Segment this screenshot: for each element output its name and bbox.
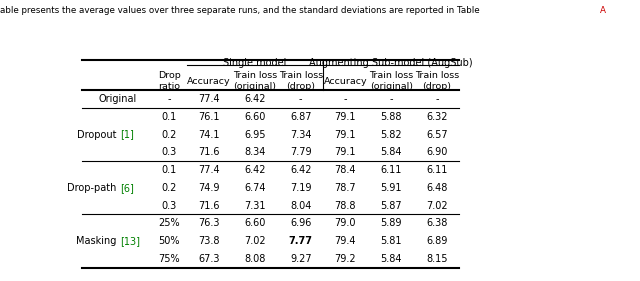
Text: 74.9: 74.9 <box>198 183 220 193</box>
Text: 76.1: 76.1 <box>198 112 220 122</box>
Text: 6.42: 6.42 <box>244 165 266 175</box>
Text: 5.91: 5.91 <box>381 183 402 193</box>
Text: 6.89: 6.89 <box>426 236 448 246</box>
Text: 8.34: 8.34 <box>244 147 266 157</box>
Text: -: - <box>435 94 439 104</box>
Text: 0.1: 0.1 <box>162 112 177 122</box>
Text: 79.1: 79.1 <box>335 147 356 157</box>
Text: 6.42: 6.42 <box>290 165 312 175</box>
Text: 0.2: 0.2 <box>161 183 177 193</box>
Text: 6.57: 6.57 <box>426 130 448 140</box>
Text: 7.34: 7.34 <box>290 130 312 140</box>
Text: 5.81: 5.81 <box>381 236 402 246</box>
Text: 77.4: 77.4 <box>198 165 220 175</box>
Text: 7.19: 7.19 <box>290 183 312 193</box>
Text: 0.2: 0.2 <box>161 130 177 140</box>
Text: Dropout: Dropout <box>77 130 120 140</box>
Text: Masking: Masking <box>76 236 120 246</box>
Text: 6.48: 6.48 <box>426 183 448 193</box>
Text: Train loss
(original): Train loss (original) <box>233 71 277 91</box>
Text: 5.87: 5.87 <box>380 201 402 210</box>
Text: 0.3: 0.3 <box>162 201 177 210</box>
Text: Train loss
(drop): Train loss (drop) <box>278 71 323 91</box>
Text: Drop-path: Drop-path <box>67 183 120 193</box>
Text: 67.3: 67.3 <box>198 254 220 264</box>
Text: Train loss
(original): Train loss (original) <box>369 71 413 91</box>
Text: 6.11: 6.11 <box>381 165 402 175</box>
Text: 71.6: 71.6 <box>198 201 220 210</box>
Text: Original: Original <box>98 94 136 104</box>
Text: 6.60: 6.60 <box>244 218 266 228</box>
Text: -: - <box>344 94 347 104</box>
Text: 5.88: 5.88 <box>381 112 402 122</box>
Text: 79.1: 79.1 <box>335 112 356 122</box>
Text: 8.08: 8.08 <box>244 254 266 264</box>
Text: 6.95: 6.95 <box>244 130 266 140</box>
Text: 79.1: 79.1 <box>335 130 356 140</box>
Text: able presents the average values over three separate runs, and the standard devi: able presents the average values over th… <box>0 6 483 15</box>
Text: 7.79: 7.79 <box>290 147 312 157</box>
Text: 6.11: 6.11 <box>426 165 448 175</box>
Text: 79.0: 79.0 <box>335 218 356 228</box>
Text: 73.8: 73.8 <box>198 236 220 246</box>
Text: 76.3: 76.3 <box>198 218 220 228</box>
Text: 6.42: 6.42 <box>244 94 266 104</box>
Text: 6.32: 6.32 <box>426 112 448 122</box>
Text: -: - <box>390 94 393 104</box>
Text: 78.4: 78.4 <box>335 165 356 175</box>
Text: 6.96: 6.96 <box>290 218 312 228</box>
Text: 7.02: 7.02 <box>244 236 266 246</box>
Text: [1]: [1] <box>120 130 134 140</box>
Text: Accuracy: Accuracy <box>187 77 231 86</box>
Text: 71.6: 71.6 <box>198 147 220 157</box>
Text: A: A <box>600 6 606 15</box>
Text: -: - <box>168 94 171 104</box>
Text: 79.4: 79.4 <box>335 236 356 246</box>
Text: Augmenting Sub-model (AugSub): Augmenting Sub-model (AugSub) <box>309 58 473 69</box>
Text: 7.02: 7.02 <box>426 201 448 210</box>
Text: 5.89: 5.89 <box>381 218 402 228</box>
Text: 0.1: 0.1 <box>162 165 177 175</box>
Text: 78.7: 78.7 <box>335 183 356 193</box>
Text: 0.3: 0.3 <box>162 147 177 157</box>
Text: Drop
ratio: Drop ratio <box>158 71 180 91</box>
Text: 6.60: 6.60 <box>244 112 266 122</box>
Text: [6]: [6] <box>120 183 134 193</box>
Text: Train loss
(drop): Train loss (drop) <box>415 71 460 91</box>
Text: 79.2: 79.2 <box>335 254 356 264</box>
Text: 7.77: 7.77 <box>289 236 313 246</box>
Text: 25%: 25% <box>159 218 180 228</box>
Text: 5.84: 5.84 <box>381 147 402 157</box>
Text: 75%: 75% <box>159 254 180 264</box>
Text: [13]: [13] <box>120 236 140 246</box>
Text: 50%: 50% <box>159 236 180 246</box>
Text: 6.87: 6.87 <box>290 112 312 122</box>
Text: -: - <box>299 94 303 104</box>
Text: 6.74: 6.74 <box>244 183 266 193</box>
Text: Accuracy: Accuracy <box>324 77 367 86</box>
Text: 5.84: 5.84 <box>381 254 402 264</box>
Text: 6.90: 6.90 <box>426 147 448 157</box>
Text: 8.15: 8.15 <box>426 254 448 264</box>
Text: 9.27: 9.27 <box>290 254 312 264</box>
Text: 74.1: 74.1 <box>198 130 220 140</box>
Text: 8.04: 8.04 <box>290 201 312 210</box>
Text: 6.38: 6.38 <box>426 218 448 228</box>
Text: 7.31: 7.31 <box>244 201 266 210</box>
Text: 78.8: 78.8 <box>335 201 356 210</box>
Text: Single model: Single model <box>223 58 287 69</box>
Text: 5.82: 5.82 <box>380 130 402 140</box>
Text: 77.4: 77.4 <box>198 94 220 104</box>
